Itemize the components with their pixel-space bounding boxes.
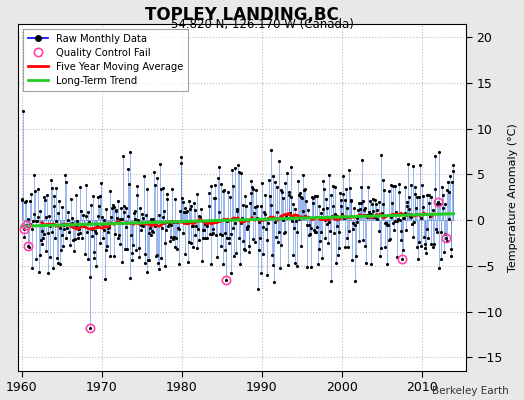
Text: 54.820 N, 126.170 W (Canada): 54.820 N, 126.170 W (Canada) <box>171 18 353 31</box>
Legend: Raw Monthly Data, Quality Control Fail, Five Year Moving Average, Long-Term Tren: Raw Monthly Data, Quality Control Fail, … <box>23 28 188 90</box>
Title: TOPLEY LANDING,BC: TOPLEY LANDING,BC <box>145 6 339 24</box>
Y-axis label: Temperature Anomaly (°C): Temperature Anomaly (°C) <box>508 123 518 272</box>
Text: Berkeley Earth: Berkeley Earth <box>432 386 508 396</box>
